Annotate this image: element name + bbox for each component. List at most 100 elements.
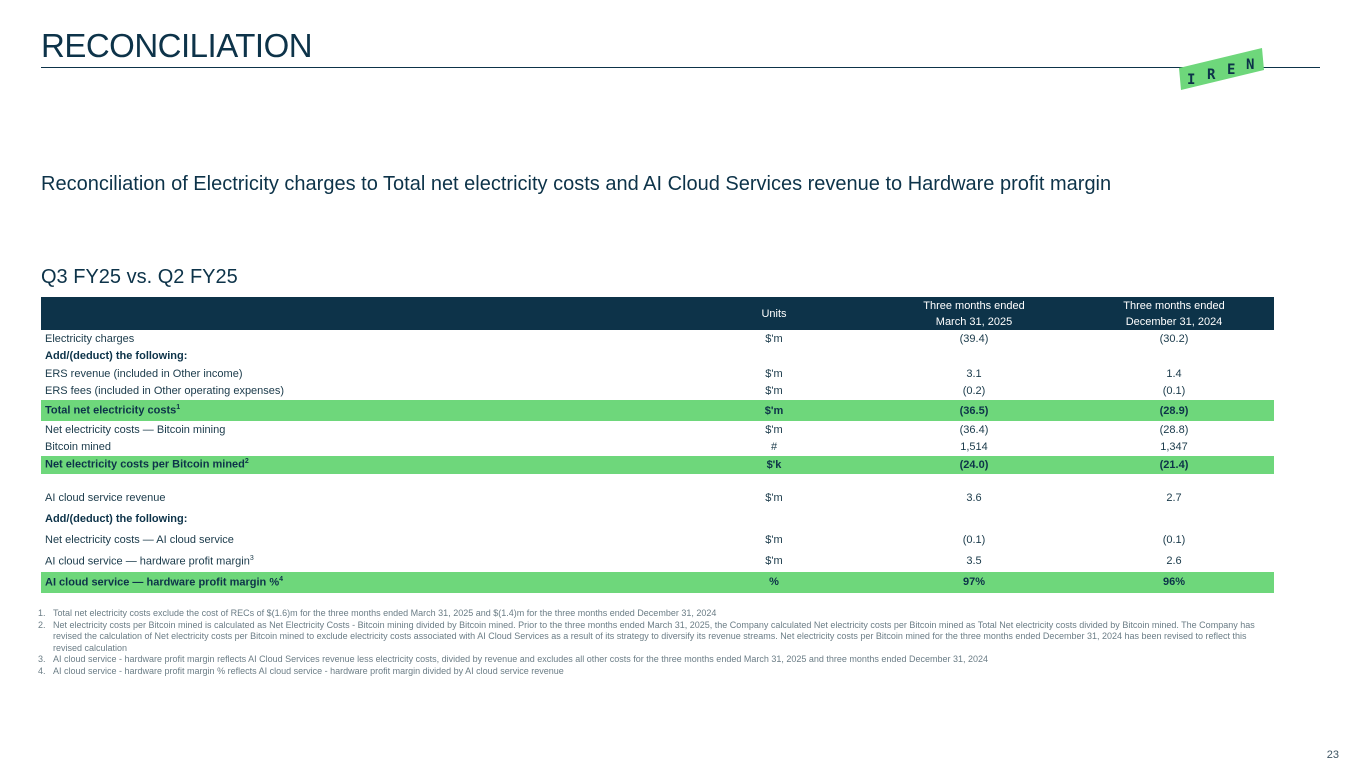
row-units: $'m	[765, 423, 783, 436]
table-row-ers-fees: ERS fees (included in Other operating ex…	[41, 383, 1274, 401]
spacer-cell	[41, 474, 1274, 488]
footnote-number: 1.	[38, 608, 46, 618]
row-value-q3: (36.5)	[874, 400, 1074, 421]
row-units: $'m	[765, 332, 783, 345]
header-units: Units	[761, 307, 787, 320]
table-row-total-net-electricity: Total net electricity costs1 $'m (36.5) …	[41, 400, 1274, 421]
row-value-q2: 1.4	[1166, 367, 1182, 380]
row-value-q2: (28.8)	[1159, 423, 1189, 436]
header-col1: Three months ended March 31, 2025	[874, 297, 1074, 330]
row-label: Add/(deduct) the following:	[45, 350, 188, 363]
logo-letter-n: N	[1246, 57, 1254, 73]
row-units: $'m	[765, 385, 783, 398]
row-label: Net electricity costs — AI cloud service	[45, 534, 234, 546]
row-value-q2	[1074, 509, 1274, 530]
row-units: $'m	[765, 367, 783, 380]
row-value-q2: (28.9)	[1074, 400, 1274, 421]
header-col2-line1: Three months ended	[1123, 299, 1225, 312]
page-number: 23	[1326, 749, 1339, 761]
row-units: $'k	[674, 456, 874, 474]
row-value-q3: 1,514	[960, 441, 988, 454]
table-row-ers-revenue: ERS revenue (included in Other income) $…	[41, 365, 1274, 383]
row-value-q3: (0.2)	[962, 385, 986, 398]
row-value-q2: (21.4)	[1074, 456, 1274, 474]
row-units: #	[770, 441, 778, 454]
table-row-add-deduct: Add/(deduct) the following:	[41, 348, 1274, 366]
row-value-q2: (0.1)	[1162, 534, 1186, 546]
row-label: Electricity charges	[45, 332, 135, 345]
row-units: %	[674, 571, 874, 593]
row-label-text: Total net electricity costs	[45, 404, 177, 417]
row-value-q2: (0.1)	[1162, 385, 1186, 398]
title-divider	[41, 67, 1320, 68]
footnote-item: 3. AI cloud service - hardware profit ma…	[38, 654, 1278, 666]
logo-letter-i: I	[1187, 72, 1195, 88]
table-row-hardware-profit-margin-pct: AI cloud service — hardware profit margi…	[41, 571, 1274, 593]
row-value-q3: (39.4)	[959, 332, 989, 345]
logo-ribbon	[1179, 48, 1264, 90]
header-label-cell	[41, 297, 674, 330]
logo-letter-e: E	[1227, 62, 1235, 78]
row-units	[674, 509, 874, 530]
header-col2-line2: December 31, 2024	[1125, 315, 1223, 328]
row-value-q2: (30.2)	[1159, 332, 1189, 345]
row-units: $'m	[765, 492, 783, 504]
footnote-ref-3: 3	[249, 554, 254, 562]
header-col1-line1: Three months ended	[923, 299, 1025, 312]
footnote-item: 1. Total net electricity costs exclude t…	[38, 608, 1278, 620]
footnote-item: 4. AI cloud service - hardware profit ma…	[38, 666, 1278, 678]
row-label-text: AI cloud service — hardware profit margi…	[45, 576, 280, 589]
footnotes: 1. Total net electricity costs exclude t…	[38, 608, 1278, 677]
header-col2: Three months ended December 31, 2024	[1074, 297, 1274, 330]
row-value-q3	[874, 509, 1074, 530]
row-value-q2: 2.7	[1166, 492, 1182, 504]
table-row-ai-cloud-revenue: AI cloud service revenue $'m 3.6 2.7	[41, 488, 1274, 509]
row-units: $'m	[765, 534, 783, 546]
footnote-text: AI cloud service - hardware profit margi…	[53, 654, 988, 664]
table-row-net-electricity-ai: Net electricity costs — AI cloud service…	[41, 530, 1274, 551]
footnote-text: AI cloud service - hardware profit margi…	[53, 665, 564, 676]
table-row-add-deduct-2: Add/(deduct) the following:	[41, 509, 1274, 530]
table-header-row: Units Three months ended March 31, 2025 …	[41, 297, 1274, 330]
row-value-q3	[874, 348, 1074, 366]
row-label-text: Net electricity costs per Bitcoin mined	[45, 459, 245, 472]
page-title: RECONCILIATION	[41, 27, 313, 64]
row-value-q3: 3.5	[966, 555, 982, 567]
table-row-hardware-profit-margin: AI cloud service — hardware profit margi…	[41, 551, 1274, 572]
table-row-bitcoin-mined: Bitcoin mined # 1,514 1,347	[41, 439, 1274, 457]
footnote-ref-1: 1	[176, 404, 181, 412]
footnote-ref-2: 2	[244, 458, 249, 466]
footnote-item: 2. Net electricity costs per Bitcoin min…	[38, 620, 1278, 655]
row-label: ERS fees (included in Other operating ex…	[45, 385, 285, 398]
row-value-q3: (0.1)	[962, 534, 986, 546]
row-label: Net electricity costs — Bitcoin mining	[45, 423, 226, 436]
row-label: Bitcoin mined	[45, 441, 112, 454]
table-row-electricity-charges: Electricity charges $'m (39.4) (30.2)	[41, 330, 1274, 348]
table-row-cost-per-bitcoin: Net electricity costs per Bitcoin mined2…	[41, 456, 1274, 474]
iren-logo: I R E N	[1179, 48, 1264, 90]
logo-letter-r: R	[1207, 67, 1216, 83]
footnote-number: 3.	[38, 654, 46, 664]
row-label: ERS revenue (included in Other income)	[45, 367, 243, 380]
table-row-net-electricity-bitcoin: Net electricity costs — Bitcoin mining $…	[41, 421, 1274, 439]
row-value-q3: 3.6	[966, 492, 982, 504]
footnote-number: 2.	[38, 619, 46, 630]
period-comparison-label: Q3 FY25 vs. Q2 FY25	[41, 266, 238, 288]
row-value-q3: (24.0)	[874, 456, 1074, 474]
row-label: Net electricity costs per Bitcoin mined2	[41, 456, 674, 474]
slide-subtitle: Reconciliation of Electricity charges to…	[41, 173, 1112, 195]
footnote-ref-4: 4	[279, 575, 284, 583]
row-value-q2	[1074, 348, 1274, 366]
row-value-q2: 2.6	[1166, 555, 1182, 567]
row-label: AI cloud service — hardware profit margi…	[41, 551, 674, 572]
row-value-q3: (36.4)	[959, 423, 989, 436]
row-units	[674, 348, 874, 366]
footnote-text: Total net electricity costs exclude the …	[53, 608, 717, 618]
row-value-q3: 3.1	[966, 367, 982, 380]
row-label: Total net electricity costs1	[41, 400, 674, 421]
reconciliation-table: Units Three months ended March 31, 2025 …	[41, 297, 1274, 593]
row-units: $'m	[674, 400, 874, 421]
row-label: AI cloud service — hardware profit margi…	[41, 571, 674, 593]
footnote-number: 4.	[38, 665, 46, 676]
row-value-q3: 97%	[874, 571, 1074, 593]
